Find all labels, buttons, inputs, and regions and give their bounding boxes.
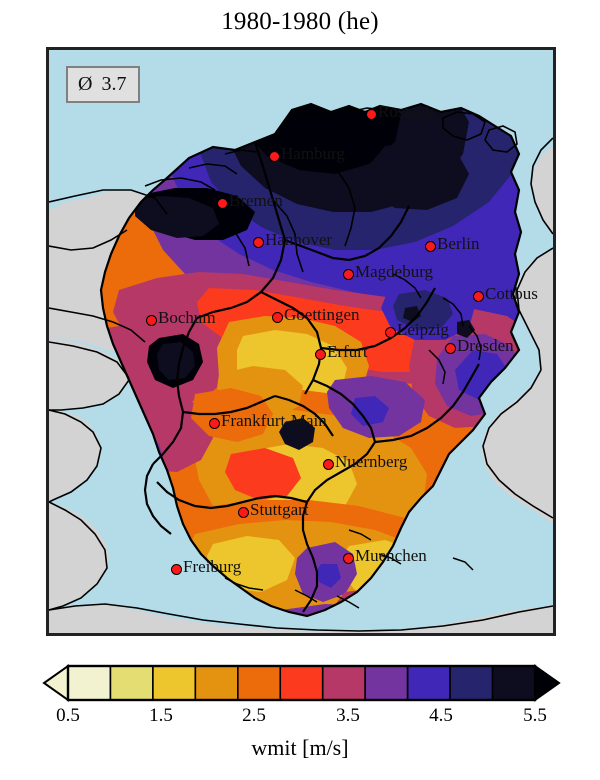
city-label: Leipzig xyxy=(397,320,449,339)
city-dot-icon xyxy=(365,108,377,120)
coastline-detail xyxy=(49,107,553,632)
map-panel[interactable]: Ø 3.7 Rostock Hamburg Bremen Hannover Berlin M… xyxy=(46,47,556,636)
city-label: Dresden xyxy=(457,336,514,355)
colorbar-swatch[interactable] xyxy=(364,665,409,701)
colorbar-over-arrow xyxy=(534,664,561,702)
city-label: Goettingen xyxy=(284,305,360,324)
colorbar-axis-label: wmit [m/s] xyxy=(251,735,349,760)
colorbar-swatches[interactable] xyxy=(40,662,564,707)
city-dot-icon xyxy=(170,563,182,575)
germany-wind-map xyxy=(49,50,553,633)
mean-symbol: Ø xyxy=(78,73,93,95)
colorbar-tick-labels: 0.5 1.5 2.5 3.5 4.5 5.5 xyxy=(0,704,600,730)
colorbar: 0.5 1.5 2.5 3.5 4.5 5.5 wmit [m/s] xyxy=(0,662,600,780)
colorbar-tick-label: 4.5 xyxy=(429,705,453,726)
city-dot-icon xyxy=(342,552,354,564)
city-label: Muenchen xyxy=(355,546,427,565)
colorbar-swatch[interactable] xyxy=(406,665,451,701)
city-label: Stuttgart xyxy=(250,500,309,519)
city-dot-icon xyxy=(444,342,456,354)
city-label: Cottbus xyxy=(485,284,538,303)
colorbar-swatch[interactable] xyxy=(194,665,239,701)
city-dot-icon xyxy=(237,506,249,518)
city-dot-icon xyxy=(314,348,326,360)
city-label: Nuernberg xyxy=(335,452,408,471)
colorbar-tick-label: 2.5 xyxy=(242,705,266,726)
colorbar-swatch[interactable] xyxy=(321,665,366,701)
city-dot-icon xyxy=(322,458,334,470)
colorbar-tick-label: 3.5 xyxy=(336,705,360,726)
city-label: Erfurt xyxy=(327,342,368,361)
mean-annotation-box: Ø 3.7 xyxy=(66,66,141,103)
colorbar-swatch[interactable] xyxy=(449,665,494,701)
city-label: Berlin xyxy=(437,234,480,253)
city-dot-icon xyxy=(145,314,157,326)
city-dot-icon xyxy=(208,417,220,429)
colorbar-swatch[interactable] xyxy=(237,665,282,701)
colorbar-swatch[interactable] xyxy=(152,665,197,701)
colorbar-swatch[interactable] xyxy=(491,665,536,701)
city-label: Hamburg xyxy=(281,144,345,163)
colorbar-tick-label: 1.5 xyxy=(149,705,173,726)
city-label: Frankfurt-Main xyxy=(221,411,327,430)
state-borders xyxy=(143,141,480,613)
city-label: Bochum xyxy=(158,308,216,327)
city-label: Bremen xyxy=(229,191,283,210)
colorbar-swatch[interactable] xyxy=(109,665,154,701)
mean-value: 3.7 xyxy=(101,73,127,95)
city-label: Freiburg xyxy=(183,557,242,576)
city-dot-icon xyxy=(271,311,283,323)
colorbar-swatch[interactable] xyxy=(279,665,324,701)
city-dot-icon xyxy=(342,268,354,280)
city-label: Magdeburg xyxy=(355,262,434,281)
city-dot-icon xyxy=(252,236,264,248)
national-borders xyxy=(99,102,523,618)
city-label: Rostock xyxy=(378,102,434,121)
city-dot-icon xyxy=(384,326,396,338)
city-dot-icon xyxy=(424,240,436,252)
colorbar-under-arrow xyxy=(42,664,69,702)
city-dot-icon xyxy=(268,150,280,162)
colorbar-tick-label: 0.5 xyxy=(56,705,80,726)
page-title: 1980-1980 (he) xyxy=(221,8,379,35)
colorbar-swatch[interactable] xyxy=(67,665,112,701)
colorbar-frame xyxy=(66,664,537,702)
rivers-lakes xyxy=(224,273,482,609)
city-dot-icon xyxy=(472,290,484,302)
city-label: Hannover xyxy=(265,230,333,249)
colorbar-tick-label: 5.5 xyxy=(523,705,547,726)
city-dot-icon xyxy=(216,197,228,209)
